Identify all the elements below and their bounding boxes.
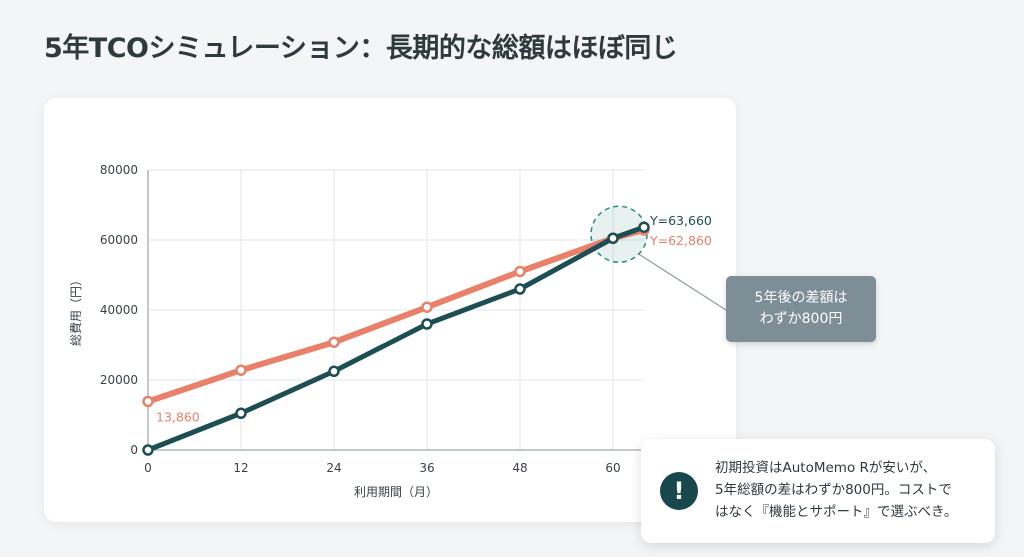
exclamation-icon: ! xyxy=(660,472,698,510)
data-point xyxy=(421,318,433,330)
data-point xyxy=(328,365,340,377)
data-point xyxy=(142,395,154,408)
info-card: ! 初期投資はAutoMemo Rが安いが、 5年総額の差はわずか800円。コス… xyxy=(641,439,995,543)
x-tick-label: 24 xyxy=(326,461,341,475)
x-tick-label: 48 xyxy=(512,461,527,475)
series-line-1 xyxy=(145,226,647,405)
x-tick-label: 36 xyxy=(419,461,434,475)
y-tick-label: 60000 xyxy=(100,233,138,247)
data-point xyxy=(235,364,247,376)
difference-callout: 5年後の差額は わずか800円 xyxy=(726,276,876,342)
x-tick-label: 0 xyxy=(144,461,152,475)
series-1-end-label: Y=62,860 xyxy=(649,233,712,248)
x-axis-title: 利用期間（月） xyxy=(354,485,438,499)
series-2-end-label: Y=63,660 xyxy=(649,213,712,228)
line-chart: 0 20000 40000 60000 80000 0 12 24 36 48 60 利用期間（月） 総… xyxy=(68,163,727,499)
x-tick-label: 60 xyxy=(605,461,620,475)
y-tick-label: 20000 xyxy=(100,373,138,387)
data-point xyxy=(514,265,526,278)
y-tick-label: 40000 xyxy=(100,303,138,317)
data-point xyxy=(638,221,650,233)
x-tick-label: 12 xyxy=(233,461,248,475)
y-tick-label: 0 xyxy=(130,443,138,457)
info-text: 初期投資はAutoMemo Rが安いが、 5年総額の差はわずか800円。コストで… xyxy=(715,460,958,520)
chart-card: 0 20000 40000 60000 80000 0 12 24 36 48 60 利用期間（月） 総… xyxy=(44,98,736,522)
data-point xyxy=(421,301,433,313)
series-1-start-label: 13,860 xyxy=(156,409,200,424)
data-point xyxy=(607,232,619,244)
data-point xyxy=(514,283,526,295)
page-title: 5年TCOシミュレーション：長期的な総額はほぼ同じ xyxy=(44,33,678,64)
data-point xyxy=(235,407,247,419)
data-point xyxy=(328,336,340,348)
callout-connector xyxy=(638,253,727,311)
y-axis-title: 総費用（円） xyxy=(68,274,83,346)
data-point xyxy=(142,444,154,456)
y-tick-label: 80000 xyxy=(100,163,138,177)
series-line-2 xyxy=(145,224,647,453)
